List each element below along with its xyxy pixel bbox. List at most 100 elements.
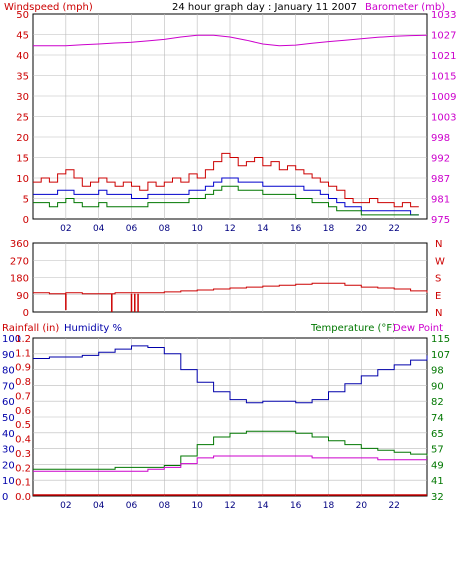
x-tick-label: 12 [224, 224, 235, 234]
series-baro [33, 34, 428, 47]
rainfall-tick-label: 0.7 [15, 391, 31, 402]
y2-tick-label: 1009 [431, 92, 456, 103]
humidity-tick-label: 40 [2, 429, 15, 440]
x-tick-label: 04 [93, 224, 105, 234]
y2-tick-label: 987 [431, 174, 450, 185]
y-tick-label: 10 [16, 174, 29, 185]
y2-tick-label: 981 [431, 195, 450, 206]
y-tick-label: 45 [16, 31, 29, 42]
wind-barometer-panel: 02 04 06 08 10 12 14 16 18 20 22051015202530354045… [16, 10, 456, 234]
y2-tick-label: 992 [431, 154, 450, 165]
y2-tick-label: N [435, 308, 442, 319]
series-hum [33, 345, 428, 404]
rainfall-tick-label: 0.9 [15, 363, 31, 374]
y2-tick-label: 998 [431, 133, 450, 144]
humidity-tick-label: 80 [2, 366, 15, 377]
x-tick-label: 06 [126, 224, 138, 234]
y-tick-label: 5 [23, 195, 29, 206]
rainfall-tick-label: 0.1 [15, 478, 31, 489]
rainfall-tick-label: 0.4 [15, 435, 31, 446]
x-tick-label: 02 [60, 501, 71, 511]
rainfall-tick-label: 0.8 [15, 377, 31, 388]
rainfall-tick-label: 0.2 [15, 463, 31, 474]
rainfall-label: Rainfall (in) [2, 323, 59, 334]
x-tick-label: 22 [388, 224, 399, 234]
y-tick-label: 90 [16, 291, 29, 302]
x-tick-label: 14 [257, 501, 269, 511]
y-tick-label: 40 [16, 51, 29, 62]
y2-tick-label: 90 [431, 381, 444, 392]
x-tick-label: 08 [159, 501, 171, 511]
humidity-tick-label: 30 [2, 445, 15, 456]
y2-tick-label: 1015 [431, 72, 456, 83]
y-tick-label: 30 [16, 92, 29, 103]
x-tick-label: 16 [290, 224, 302, 234]
x-tick-label: 10 [191, 501, 203, 511]
humidity-tick-label: 50 [2, 413, 15, 424]
y-tick-label: 360 [10, 239, 29, 250]
x-tick-label: 04 [93, 501, 105, 511]
series-dew [33, 455, 427, 472]
humidity-tick-label: 10 [2, 476, 15, 487]
series-gust [33, 152, 419, 208]
humidity-tick-label: 100 [2, 334, 21, 345]
humidity-label: Humidity % [64, 323, 122, 334]
humidity-temperature-panel: 02 04 06 08 10 12 14 16 18 20 22 0 10 20 30 40 50 60 70 80 9… [2, 334, 450, 511]
series-temp [33, 430, 428, 470]
x-tick-label: 06 [126, 501, 138, 511]
temperature-label: Temperature (°F) [310, 323, 396, 334]
series-avg [33, 177, 419, 216]
rainfall-tick-label: 0.5 [15, 420, 31, 431]
y-tick-label: 50 [16, 10, 29, 21]
rainfall-tick-label: 0.6 [15, 406, 31, 417]
y2-tick-label: 1027 [431, 31, 456, 42]
y-tick-label: 15 [16, 154, 29, 165]
chart-title: 24 hour graph day : January 11 2007 [172, 2, 357, 13]
y2-tick-label: 98 [431, 366, 444, 377]
humidity-tick-label: 90 [2, 350, 15, 361]
dewpoint-label: Dew Point [393, 323, 443, 334]
y-tick-label: 25 [16, 113, 29, 124]
humidity-tick-label: 60 [2, 397, 15, 408]
rainfall-tick-label: 1.2 [15, 334, 31, 345]
y2-tick-label: 49 [431, 460, 444, 471]
x-tick-label: 20 [356, 224, 368, 234]
y-tick-label: 20 [16, 133, 29, 144]
series-direction [33, 282, 428, 295]
x-tick-label: 08 [159, 224, 171, 234]
y2-tick-label: 1003 [431, 113, 456, 124]
humidity-tick-label: 20 [2, 460, 15, 471]
y2-tick-label: 115 [431, 334, 450, 345]
y2-tick-label: W [435, 256, 445, 267]
x-tick-label: 10 [191, 224, 203, 234]
y2-tick-label: 32 [431, 492, 444, 503]
windspeed-label: Windspeed (mph) [4, 2, 93, 13]
rainfall-tick-label: 0.0 [15, 492, 31, 503]
y-tick-label: 0 [23, 308, 29, 319]
y-tick-label: 35 [16, 72, 29, 83]
y-tick-label: 0 [23, 215, 29, 226]
x-tick-label: 02 [60, 224, 71, 234]
x-tick-label: 22 [388, 501, 399, 511]
y2-tick-label: 82 [431, 397, 444, 408]
x-tick-label: 18 [323, 501, 335, 511]
x-tick-label: 20 [356, 501, 368, 511]
y2-tick-label: 57 [431, 445, 444, 456]
series-green [33, 185, 419, 216]
barometer-label: Barometer (mb) [365, 2, 445, 13]
humidity-tick-label: 0 [2, 492, 8, 503]
humidity-tick-label: 70 [2, 381, 15, 392]
y2-tick-label: 1033 [431, 10, 456, 21]
y-tick-label: 270 [10, 256, 29, 267]
y2-tick-label: E [435, 291, 441, 302]
y-tick-label: 180 [10, 274, 29, 285]
y2-tick-label: 107 [431, 350, 450, 361]
y2-tick-label: 74 [431, 413, 444, 424]
x-tick-label: 16 [290, 501, 302, 511]
y2-tick-label: N [435, 239, 442, 250]
y2-tick-label: S [435, 274, 441, 285]
x-tick-label: 14 [257, 224, 269, 234]
y2-tick-label: 975 [431, 215, 450, 226]
x-tick-label: 12 [224, 501, 235, 511]
